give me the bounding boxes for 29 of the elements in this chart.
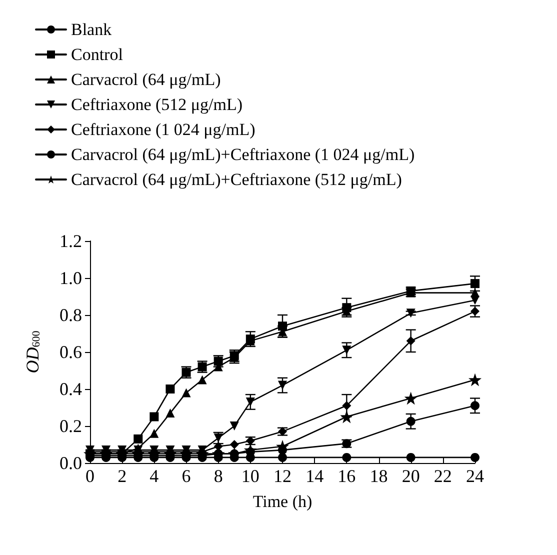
x-tick-label: 4 [150, 466, 159, 486]
legend-label: Ceftriaxone (1 024 μg/mL) [71, 120, 256, 139]
y-tick-label: 0.0 [60, 453, 82, 473]
x-axis-title: Time (h) [252, 492, 312, 511]
legend-label: Carvacrol (64 μg/mL) [71, 70, 221, 89]
x-tick-label: 24 [466, 466, 484, 486]
y-tick-label: 1.2 [60, 231, 82, 251]
legend-label: Control [71, 45, 124, 64]
y-tick-label: 0.2 [60, 416, 82, 436]
y-axis-title: OD600 [22, 330, 42, 374]
x-tick-label: 14 [306, 466, 324, 486]
x-tick-label: 8 [214, 466, 223, 486]
legend-label: Carvacrol (64 μg/mL)+Ceftriaxone (1 024 μg/mL) [71, 145, 415, 164]
y-tick-label: 1.0 [60, 268, 82, 288]
x-tick-label: 16 [338, 466, 356, 486]
x-tick-label: 10 [241, 466, 260, 486]
y-tick-label: 0.8 [60, 305, 82, 325]
y-tick-label: 0.4 [60, 379, 82, 399]
legend-label: Blank [71, 20, 112, 39]
x-tick-label: 22 [434, 466, 452, 486]
legend-label: Carvacrol (64 μg/mL)+Ceftriaxone (512 μg/mL) [71, 170, 402, 189]
legend-label: Ceftriaxone (512 μg/mL) [71, 95, 243, 114]
x-tick-label: 6 [182, 466, 191, 486]
x-tick-label: 18 [370, 466, 388, 486]
x-tick-label: 20 [402, 466, 420, 486]
x-tick-label: 2 [118, 466, 127, 486]
y-tick-label: 0.6 [60, 342, 82, 362]
x-tick-label: 0 [86, 466, 94, 486]
x-tick-label: 12 [274, 466, 292, 486]
